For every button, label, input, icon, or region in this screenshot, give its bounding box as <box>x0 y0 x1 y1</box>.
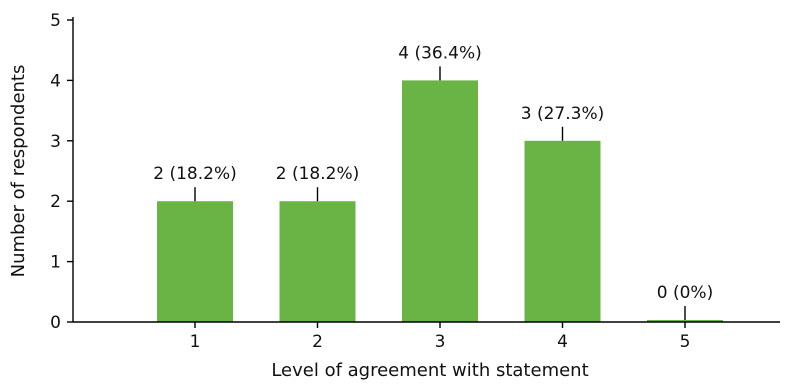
bar-3 <box>402 80 478 323</box>
y-axis-title: Number of respondents <box>8 65 29 278</box>
bar-1 <box>157 201 233 322</box>
x-ticks-group: 1 2 3 4 5 <box>190 322 691 352</box>
bar-4 <box>524 140 601 322</box>
y-tick-label: 4 <box>50 71 61 91</box>
x-tick-label: 1 <box>190 332 201 352</box>
x-tick-label: 4 <box>557 332 568 352</box>
bar-5 <box>647 320 723 322</box>
x-axis-title: Level of agreement with statement <box>271 360 588 381</box>
y-tick-label: 0 <box>50 313 61 333</box>
y-tick-label: 1 <box>50 253 61 273</box>
data-label-1: 2 (18.2%) <box>153 164 237 184</box>
data-label-5: 0 (0%) <box>657 283 713 303</box>
data-labels-group: 2 (18.2%) 2 (18.2%) 4 (36.4%) 3 (27.3%) 0 (0… <box>153 43 713 303</box>
data-label-2: 2 (18.2%) <box>276 164 360 184</box>
y-tick-label: 3 <box>50 132 61 152</box>
y-tick-label: 2 <box>50 192 61 212</box>
leader-lines-group <box>194 66 686 320</box>
y-tick-label: 5 <box>50 11 61 31</box>
data-label-4: 3 (27.3%) <box>521 104 605 124</box>
bar-2 <box>279 201 356 322</box>
data-label-3: 4 (36.4%) <box>398 43 482 63</box>
y-ticks-group: 0 1 2 3 4 5 <box>50 11 73 333</box>
bars-group <box>157 80 723 323</box>
x-tick-label: 2 <box>312 332 323 352</box>
x-tick-label: 3 <box>435 332 446 352</box>
x-tick-label: 5 <box>680 332 691 352</box>
